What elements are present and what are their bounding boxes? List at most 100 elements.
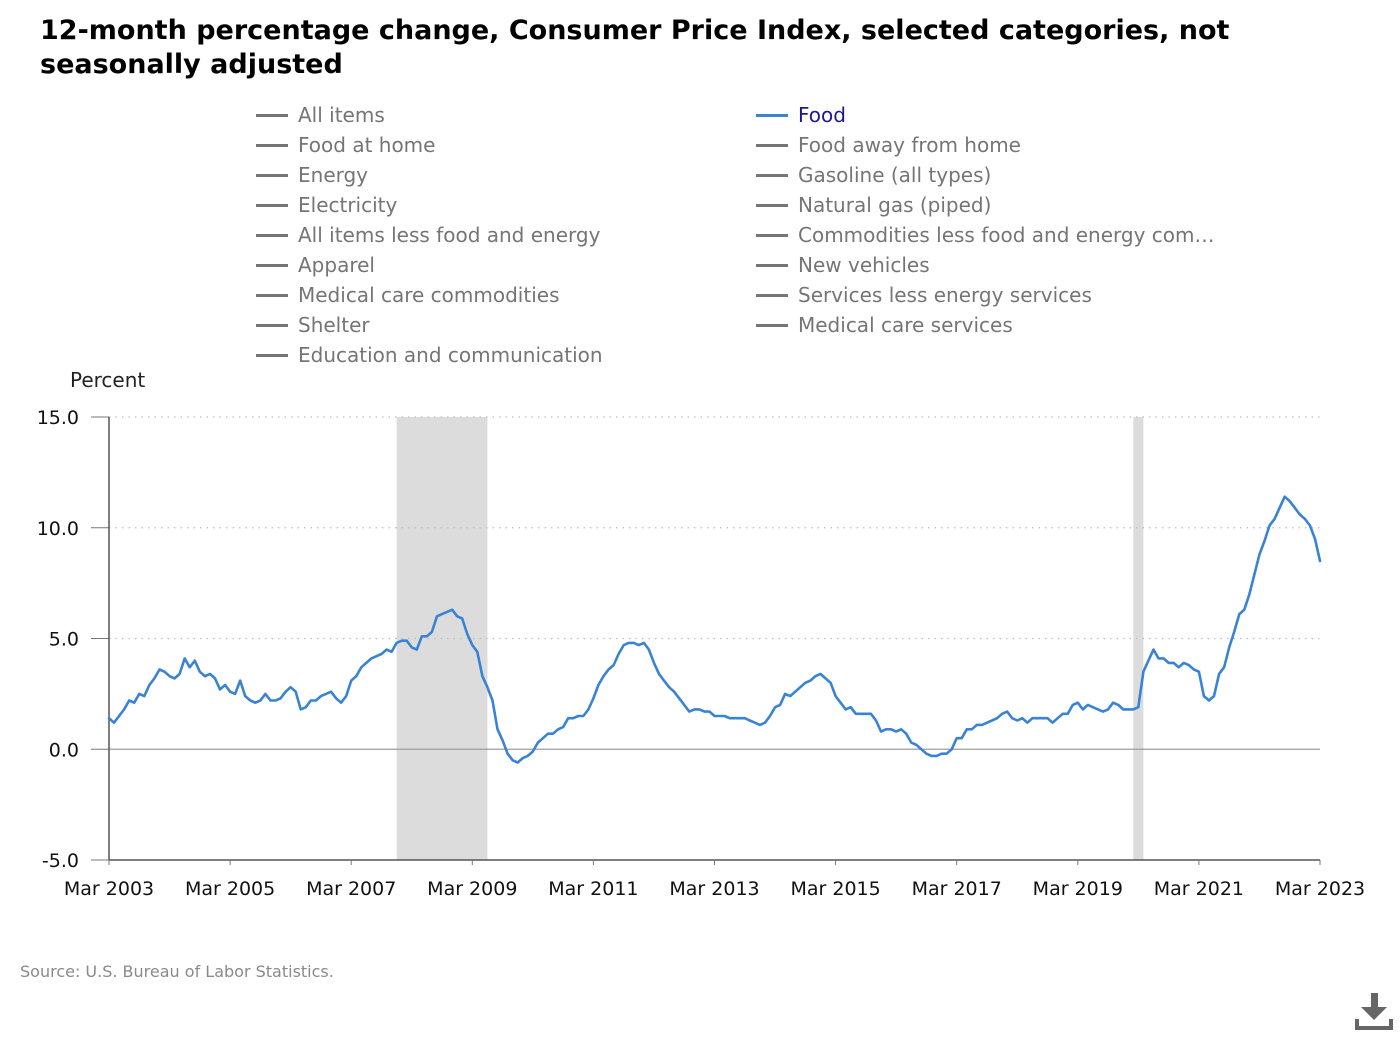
legend-swatch (756, 113, 788, 117)
data-point (1152, 648, 1155, 651)
legend-item-education-and-communication[interactable]: Education and communication (256, 341, 603, 369)
data-point (627, 642, 630, 644)
legend-item-natural-gas-piped[interactable]: Natural gas (piped) (756, 191, 991, 219)
y-tick-label: 0.0 (49, 739, 79, 761)
data-point (345, 695, 348, 697)
data-point (617, 653, 620, 655)
x-tick-label: Mar 2005 (185, 878, 275, 900)
data-point (1193, 668, 1195, 671)
data-point (713, 715, 716, 717)
data-point (471, 644, 474, 646)
download-icon[interactable] (1352, 990, 1396, 1034)
data-point (1167, 662, 1170, 664)
data-point (991, 719, 993, 722)
data-point (380, 653, 383, 655)
data-point (1102, 710, 1104, 713)
data-point (108, 717, 110, 719)
data-point (638, 644, 640, 646)
legend-item-food-away-from-home[interactable]: Food away from home (756, 131, 1021, 159)
data-point (365, 662, 368, 664)
legend-label: Food away from home (798, 133, 1021, 157)
data-point (1097, 708, 1099, 711)
data-point (612, 664, 615, 666)
data-point (1309, 524, 1311, 527)
data-point (1127, 708, 1130, 711)
legend-swatch (256, 173, 288, 177)
data-point (1117, 704, 1119, 706)
data-point (1319, 560, 1321, 562)
data-point (431, 631, 433, 633)
data-point (779, 704, 781, 706)
data-point (910, 741, 913, 744)
data-point (940, 752, 943, 755)
data-point (683, 704, 685, 706)
data-point (981, 724, 983, 726)
data-point (1172, 662, 1175, 664)
data-point (1218, 673, 1220, 675)
data-point (315, 699, 317, 702)
legend-item-food-at-home[interactable]: Food at home (256, 131, 435, 159)
legend-swatch (756, 323, 788, 327)
data-point (153, 677, 156, 680)
data-point (1066, 713, 1069, 715)
data-point (663, 679, 665, 682)
legend-label: Apparel (298, 253, 375, 277)
data-point (905, 732, 907, 735)
data-point (809, 679, 812, 682)
legend-swatch (756, 233, 788, 237)
legend-label: Electricity (298, 193, 398, 217)
data-point (522, 757, 524, 759)
data-point (506, 752, 509, 755)
legend-item-new-vehicles[interactable]: New vehicles (756, 251, 930, 279)
legend-label: New vehicles (798, 253, 930, 277)
data-point (658, 673, 660, 675)
data-point (1087, 704, 1089, 706)
data-point (305, 706, 307, 708)
data-point (693, 708, 696, 711)
legend-item-gasoline-all-types[interactable]: Gasoline (all types) (756, 161, 991, 189)
data-point (915, 744, 918, 746)
data-point (1213, 695, 1215, 697)
legend-swatch (256, 353, 288, 357)
legend-item-shelter[interactable]: Shelter (256, 311, 370, 339)
x-tick-label: Mar 2023 (1275, 878, 1365, 900)
legend-item-apparel[interactable]: Apparel (256, 251, 375, 279)
legend-item-food[interactable]: Food (756, 101, 846, 129)
legend-item-all-items-less-food-and-energy[interactable]: All items less food and energy (256, 221, 600, 249)
line-chart: 15.0 10.0 5.0 0.0 -5.0 Mar 2003 Mar 2005 Mar 20… (37, 407, 1365, 900)
data-point (1132, 708, 1135, 711)
data-point (173, 677, 176, 680)
legend-item-services-less-energy-services[interactable]: Services less energy services (756, 281, 1092, 309)
legend-swatch (756, 293, 788, 297)
data-point (860, 713, 862, 715)
data-point (299, 708, 302, 711)
legend-item-energy[interactable]: Energy (256, 161, 368, 189)
data-point (1041, 717, 1044, 719)
data-point (572, 717, 574, 719)
data-point (870, 713, 872, 715)
data-point (400, 639, 403, 642)
legend-item-all-items[interactable]: All items (256, 101, 385, 129)
data-point (360, 666, 363, 669)
data-point (1026, 721, 1029, 724)
data-point (1228, 646, 1230, 649)
data-point (481, 675, 484, 677)
legend-item-electricity[interactable]: Electricity (256, 191, 397, 219)
legend-item-medical-care-commodities[interactable]: Medical care commodities (256, 281, 559, 309)
data-point (1061, 713, 1064, 715)
data-point (395, 642, 398, 644)
data-point (930, 755, 933, 757)
data-point (163, 670, 166, 673)
legend-label: Natural gas (piped) (798, 193, 992, 217)
legend-item-commodities-less-food-and-energy-com[interactable]: Commodities less food and energy com… (756, 221, 1215, 249)
data-point (668, 686, 670, 688)
data-point (1051, 721, 1054, 724)
legend-swatch (256, 203, 288, 207)
data-point (552, 732, 554, 735)
data-point (819, 673, 822, 675)
data-point (416, 648, 418, 651)
legend-item-medical-care-services[interactable]: Medical care services (756, 311, 1013, 339)
data-point (1253, 573, 1256, 576)
data-point (955, 737, 958, 739)
data-point (1112, 701, 1114, 704)
